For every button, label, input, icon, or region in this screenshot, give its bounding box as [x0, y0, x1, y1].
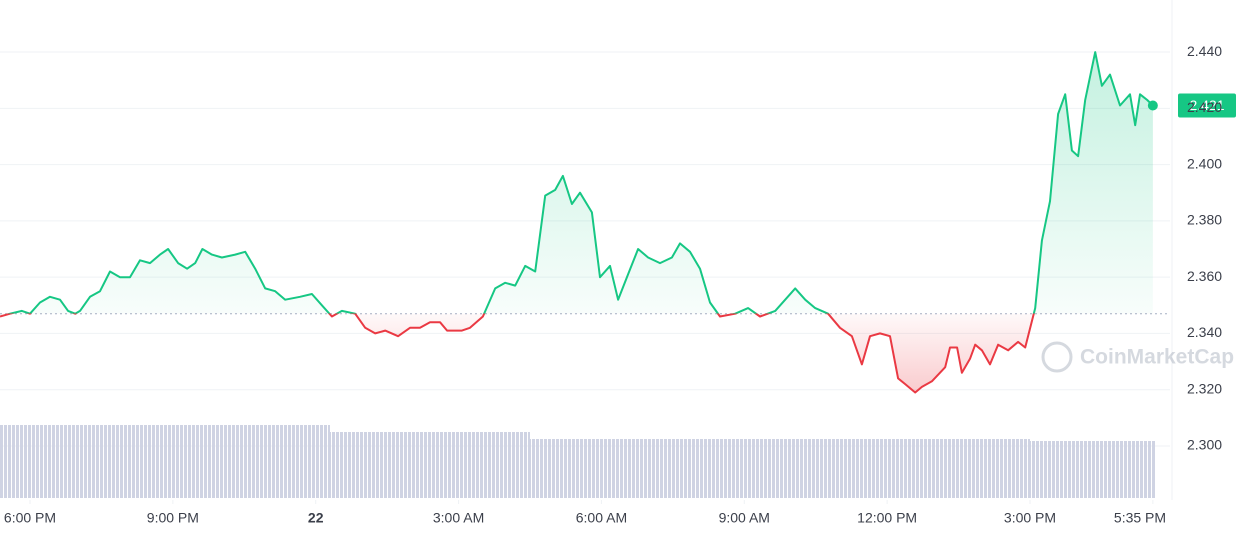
watermark-logo	[1041, 341, 1073, 373]
last-point	[1147, 100, 1158, 111]
x-tick-label: 6:00 PM	[4, 510, 56, 526]
x-tick-label: 9:00 PM	[147, 510, 199, 526]
x-tick-label: 22	[308, 510, 324, 526]
y-tick-label: 2.400	[1187, 155, 1222, 171]
x-tick-label: 3:00 AM	[433, 510, 484, 526]
volume-bars	[0, 425, 330, 498]
volume-bars	[530, 439, 1030, 498]
volume-bars	[1030, 441, 1155, 498]
y-tick-label: 2.300	[1187, 437, 1222, 453]
area-fill	[0, 52, 1153, 393]
y-tick-label: 2.440	[1187, 43, 1222, 59]
plot: 2.421	[0, 51, 1236, 394]
x-tick-label: 6:00 AM	[576, 510, 627, 526]
watermark-text: CoinMarketCap	[1080, 346, 1234, 369]
watermark: CoinMarketCap	[1041, 341, 1234, 373]
y-tick-label: 2.320	[1187, 380, 1222, 396]
x-tick-label: 3:00 PM	[1004, 510, 1056, 526]
volume-bars	[330, 432, 530, 498]
x-tick-label: 12:00 PM	[857, 510, 917, 526]
x-tick-label: 5:35 PM	[1114, 510, 1166, 526]
price-tag	[1178, 93, 1236, 118]
y-tick-label: 2.360	[1187, 268, 1222, 284]
price-line	[0, 51, 1154, 394]
y-tick-label: 2.340	[1187, 324, 1222, 340]
x-tick-label: 9:00 AM	[719, 510, 770, 526]
y-tick-label: 2.380	[1187, 212, 1222, 228]
y-tick-label: 2.420	[1187, 99, 1222, 115]
volume	[0, 425, 1155, 498]
price-tag-label: 2.421	[1189, 97, 1224, 113]
